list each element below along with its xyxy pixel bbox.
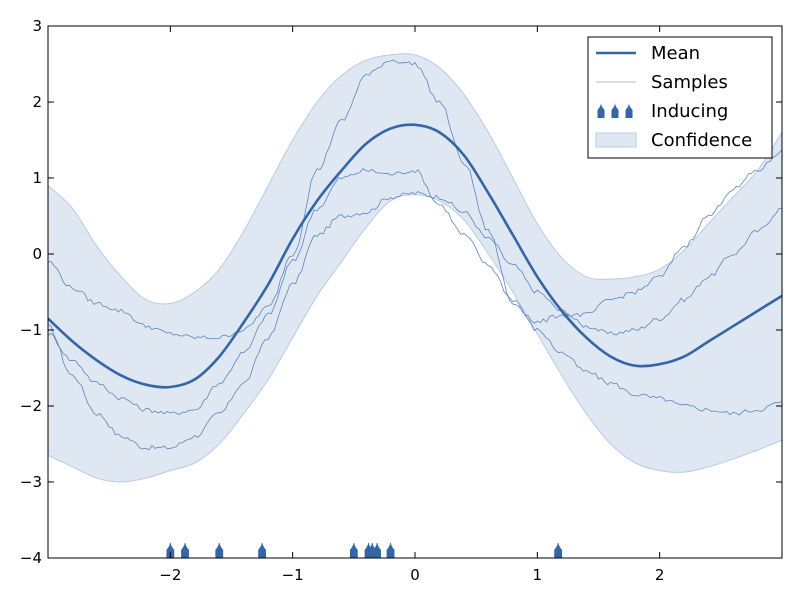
y-tick-label: −2 <box>20 397 42 415</box>
inducing-point <box>386 542 395 558</box>
mean-line <box>48 123 782 389</box>
x-tick-label: −1 <box>282 566 304 584</box>
legend: Mean Samples Inducing Confidence <box>587 36 773 159</box>
axes: −2 −1 0 1 2 −4 −3 −2 −1 0 1 2 3 <box>20 17 783 584</box>
inducing-point <box>349 542 358 558</box>
sample-line-1 <box>48 191 782 451</box>
inducing-point <box>554 542 563 558</box>
y-tick-label: −1 <box>20 321 42 339</box>
inducing-point <box>181 542 189 558</box>
legend-label-inducing: Inducing <box>651 101 728 122</box>
x-tick-label: 0 <box>410 566 420 584</box>
x-tick-label: 2 <box>655 566 665 584</box>
legend-swatch-confidence <box>595 132 637 148</box>
y-tick-label: 0 <box>32 245 42 263</box>
legend-swatch-inducing <box>625 103 633 118</box>
plot-area <box>48 53 782 558</box>
y-tick-label: −3 <box>20 473 42 491</box>
x-tick-label: −2 <box>159 566 181 584</box>
legend-label-confidence: Confidence <box>651 130 752 151</box>
inducing-point <box>258 542 266 558</box>
legend-swatch-inducing <box>597 103 605 118</box>
inducing-point <box>373 542 381 558</box>
y-tick-label: 2 <box>32 93 42 111</box>
y-tick-label: 3 <box>32 17 42 35</box>
x-tick-label: 1 <box>533 566 543 584</box>
sample-line-3 <box>48 59 782 340</box>
inducing-point <box>215 542 224 558</box>
confidence-band <box>48 53 782 483</box>
sample-line-2 <box>48 168 782 416</box>
legend-swatch-inducing <box>611 103 619 118</box>
y-tick-label: −4 <box>20 549 42 567</box>
inducing-point <box>166 542 175 558</box>
y-tick-label: 1 <box>32 169 42 187</box>
legend-label-samples: Samples <box>651 72 728 93</box>
legend-label-mean: Mean <box>651 43 700 64</box>
